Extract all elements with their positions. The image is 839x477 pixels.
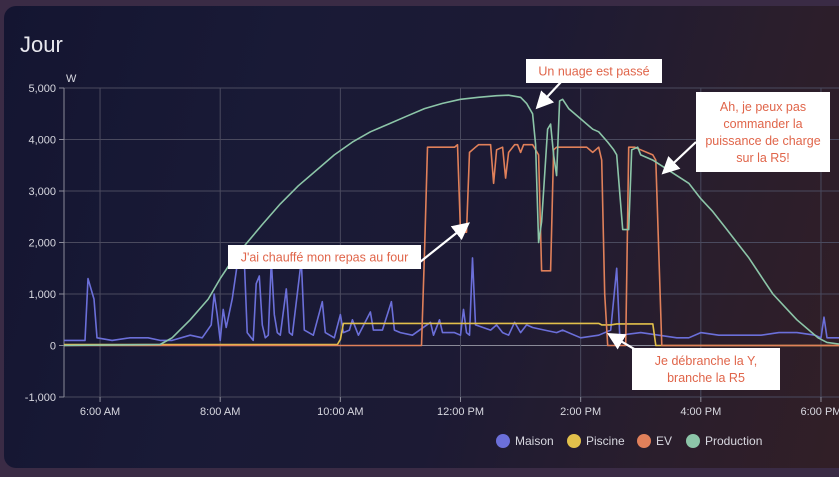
annotation-text: J'ai chauffé mon repas au four <box>241 251 409 265</box>
legend-item-ev[interactable]: EV <box>637 434 672 448</box>
y-tick-label: 2,000 <box>28 238 56 250</box>
legend-item-maison[interactable]: Maison <box>496 434 554 448</box>
y-tick-label: 5,000 <box>28 83 56 95</box>
legend[interactable]: Maison Piscine EV Production <box>496 434 762 448</box>
annotation-box <box>696 92 830 172</box>
y-tick-label: -1,000 <box>25 392 56 404</box>
legend-item-piscine[interactable]: Piscine <box>567 434 625 448</box>
legend-label: Piscine <box>586 434 625 448</box>
annotation-text: Ah, je peux pas <box>720 100 806 114</box>
axes: -1,000 0 1,000 2,000 3,000 4,000 5,000 6:00 AM 8… <box>25 73 839 418</box>
legend-swatch <box>686 434 700 448</box>
x-tick-label: 12:00 PM <box>437 406 484 418</box>
annotation-text: Je débranche la Y, <box>655 354 757 368</box>
legend-swatch <box>637 434 651 448</box>
x-tick-label: 8:00 AM <box>200 406 240 418</box>
legend-label: Maison <box>515 434 554 448</box>
x-tick-label: 6:00 PM <box>800 406 839 418</box>
annotation-arrow <box>606 332 637 351</box>
legend-label: EV <box>656 434 672 448</box>
annotation-text: branche la R5 <box>667 371 745 385</box>
legend-item-production[interactable]: Production <box>686 434 762 448</box>
annotation-text: commander la <box>723 117 802 131</box>
x-tick-label: 2:00 PM <box>560 406 601 418</box>
annotation-text: puissance de charge <box>705 134 820 148</box>
y-tick-label: 3,000 <box>28 186 56 198</box>
series-line-production <box>63 94 839 347</box>
y-tick-label: 0 <box>50 341 56 353</box>
legend-swatch <box>567 434 581 448</box>
series-line-piscine <box>64 322 839 347</box>
legend-label: Production <box>705 434 762 448</box>
annotation-box <box>632 348 780 390</box>
annotation-arrow <box>661 141 697 175</box>
x-tick-label: 4:00 PM <box>680 406 721 418</box>
annotation-text: sur la R5! <box>736 151 790 165</box>
annotation-text: Un nuage est passé <box>538 65 649 79</box>
annotation-arrow <box>535 81 562 110</box>
x-tick-label: 6:00 AM <box>80 406 120 418</box>
chart-card: Jour <box>4 6 839 468</box>
annotation-box <box>228 245 421 269</box>
annotation-box <box>526 59 662 83</box>
y-axis-unit: W <box>66 73 77 85</box>
annotations: Un nuage est passé J'ai chauffé mon repas… <box>228 59 830 390</box>
card-title: Jour <box>20 32 63 57</box>
y-tick-label: 1,000 <box>28 289 56 301</box>
series-line-maison <box>64 257 839 342</box>
y-tick-label: 4,000 <box>28 135 56 147</box>
legend-swatch <box>496 434 510 448</box>
annotation-arrow <box>419 222 470 263</box>
series-line-ev <box>64 143 839 347</box>
x-tick-label: 10:00 AM <box>317 406 363 418</box>
